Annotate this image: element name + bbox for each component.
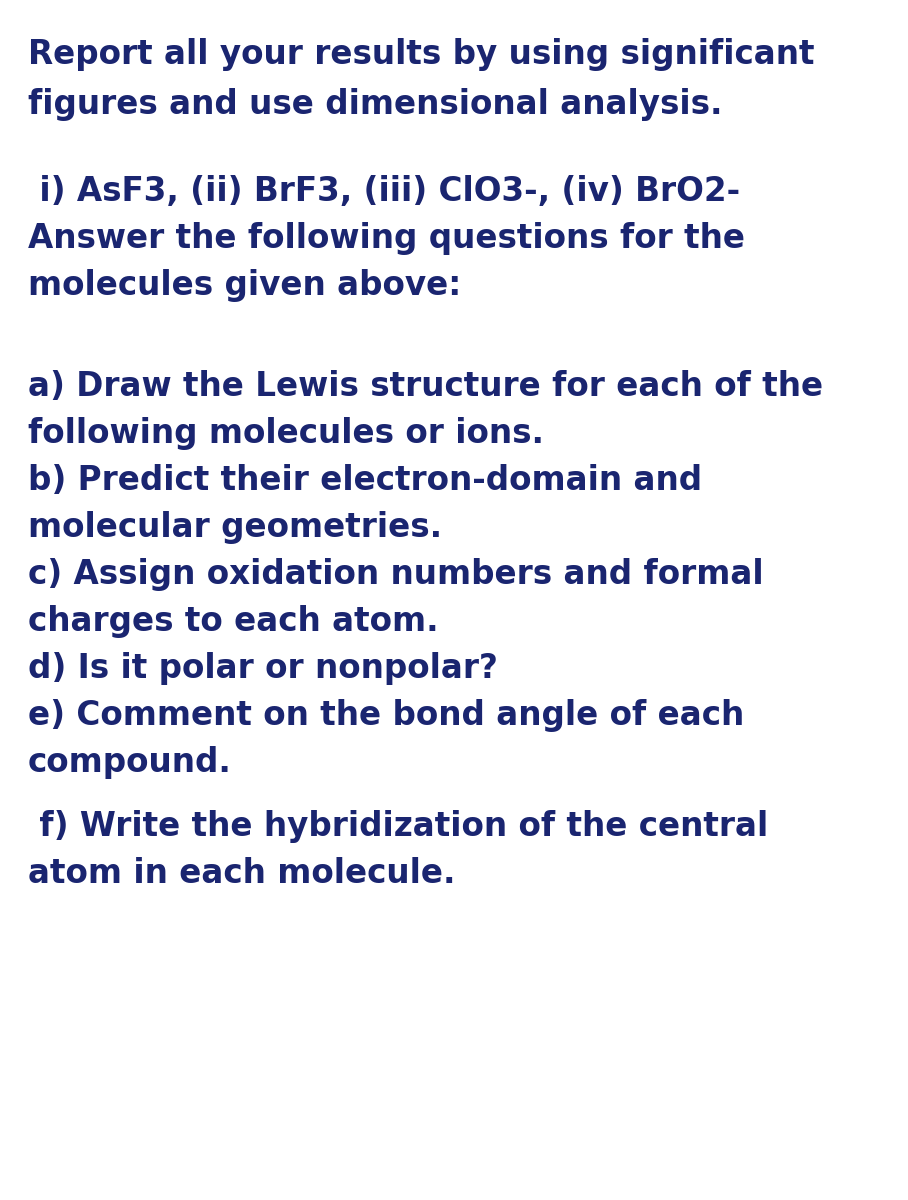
Text: compound.: compound. bbox=[28, 746, 232, 779]
Text: charges to each atom.: charges to each atom. bbox=[28, 605, 439, 638]
Text: i) AsF3, (ii) BrF3, (iii) ClO3-, (iv) BrO2-: i) AsF3, (ii) BrF3, (iii) ClO3-, (iv) Br… bbox=[28, 175, 740, 208]
Text: f) Write the hybridization of the central: f) Write the hybridization of the centra… bbox=[28, 810, 768, 842]
Text: c) Assign oxidation numbers and formal: c) Assign oxidation numbers and formal bbox=[28, 558, 764, 592]
Text: a) Draw the Lewis structure for each of the: a) Draw the Lewis structure for each of … bbox=[28, 370, 824, 403]
Text: Report all your results by using significant: Report all your results by using signifi… bbox=[28, 38, 814, 71]
Text: Answer the following questions for the: Answer the following questions for the bbox=[28, 222, 745, 256]
Text: molecules given above:: molecules given above: bbox=[28, 269, 461, 302]
Text: figures and use dimensional analysis.: figures and use dimensional analysis. bbox=[28, 88, 723, 121]
Text: e) Comment on the bond angle of each: e) Comment on the bond angle of each bbox=[28, 698, 745, 732]
Text: d) Is it polar or nonpolar?: d) Is it polar or nonpolar? bbox=[28, 652, 498, 685]
Text: atom in each molecule.: atom in each molecule. bbox=[28, 857, 456, 890]
Text: following molecules or ions.: following molecules or ions. bbox=[28, 416, 544, 450]
Text: molecular geometries.: molecular geometries. bbox=[28, 511, 442, 544]
Text: b) Predict their electron-domain and: b) Predict their electron-domain and bbox=[28, 464, 702, 497]
